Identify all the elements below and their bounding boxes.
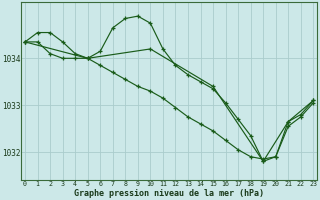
X-axis label: Graphe pression niveau de la mer (hPa): Graphe pression niveau de la mer (hPa): [74, 189, 264, 198]
